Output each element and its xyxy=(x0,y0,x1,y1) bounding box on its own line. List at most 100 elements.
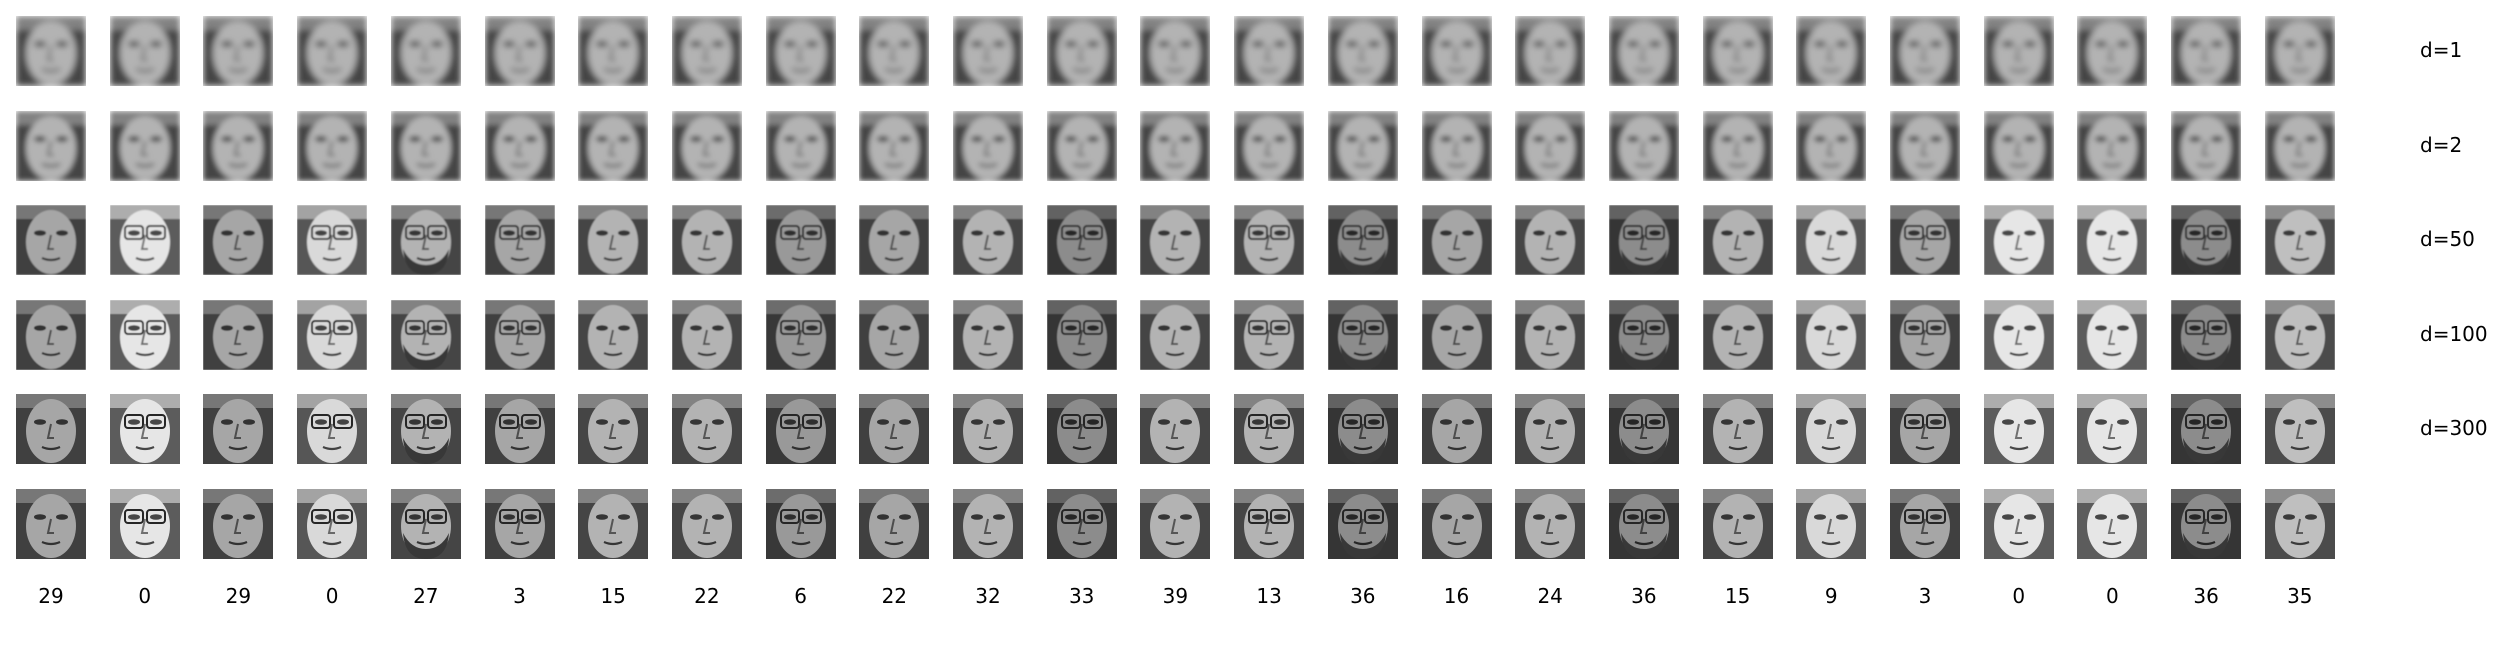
face-image xyxy=(578,16,649,86)
face-image xyxy=(953,488,1023,559)
face-image xyxy=(671,299,742,370)
face-image xyxy=(1046,16,1117,86)
face-image xyxy=(2171,205,2242,275)
face-image xyxy=(1515,205,1586,275)
face-image xyxy=(578,110,649,181)
face-image xyxy=(859,110,930,181)
row-label: d=300 xyxy=(2420,416,2488,440)
row-label: d=2 xyxy=(2420,132,2463,157)
face-image xyxy=(1421,299,1492,370)
face-image xyxy=(953,394,1023,464)
face-image xyxy=(1421,205,1492,275)
face-image xyxy=(1983,394,2054,464)
face-image xyxy=(484,205,555,275)
column-label: 15 xyxy=(1724,584,1751,608)
face-image xyxy=(1140,394,1211,464)
face-image xyxy=(390,488,461,559)
face-image xyxy=(1140,205,1211,275)
face-image xyxy=(1983,488,2054,559)
face-image xyxy=(109,394,180,464)
face-image xyxy=(2264,110,2335,181)
face-image xyxy=(2171,110,2242,181)
face-image xyxy=(1608,16,1679,86)
column-label: 15 xyxy=(600,584,626,608)
face-image xyxy=(297,299,368,370)
face-image xyxy=(2077,394,2148,464)
face-image xyxy=(765,110,836,181)
face-image xyxy=(297,488,368,559)
face-image xyxy=(484,488,555,559)
face-image xyxy=(1608,205,1679,275)
face-image xyxy=(109,110,180,181)
face-image xyxy=(1046,488,1117,559)
face-image xyxy=(484,299,555,370)
face-image xyxy=(16,205,86,275)
column-label: 13 xyxy=(1256,584,1282,608)
face-image xyxy=(671,16,742,86)
face-image xyxy=(1890,488,1960,559)
face-image xyxy=(1234,299,1305,370)
face-image xyxy=(2077,488,2148,559)
face-image xyxy=(1327,16,1398,86)
face-image xyxy=(16,488,86,559)
face-image xyxy=(1515,394,1586,464)
face-image xyxy=(859,394,930,464)
face-image xyxy=(1234,110,1305,181)
face-image xyxy=(203,488,274,559)
face-image xyxy=(2264,299,2335,370)
face-image xyxy=(2171,16,2242,86)
face-image xyxy=(1702,394,1773,464)
face-image xyxy=(1702,16,1773,86)
face-image xyxy=(1796,394,1867,464)
face-image xyxy=(109,299,180,370)
column-label: 39 xyxy=(1162,584,1189,608)
face-image xyxy=(1421,488,1492,559)
face-image xyxy=(1608,299,1679,370)
face-image xyxy=(109,205,180,275)
row-label: d=50 xyxy=(2420,227,2475,251)
face-image xyxy=(390,205,461,275)
face-image xyxy=(2077,299,2148,370)
column-label: 35 xyxy=(2287,584,2313,608)
column-label: 27 xyxy=(413,584,439,608)
face-image xyxy=(859,299,930,370)
face-image xyxy=(1890,299,1960,370)
face-image xyxy=(765,299,836,370)
face-image xyxy=(1983,205,2054,275)
face-image xyxy=(2264,394,2335,464)
face-image xyxy=(1140,110,1211,181)
face-image xyxy=(203,299,274,370)
face-image xyxy=(859,205,930,275)
face-image xyxy=(484,16,555,86)
face-image xyxy=(1327,205,1398,275)
face-image xyxy=(1046,205,1117,275)
face-image xyxy=(484,110,555,181)
face-image xyxy=(1234,205,1305,275)
column-label: 32 xyxy=(975,584,1001,608)
face-image xyxy=(1796,110,1867,181)
row-label: d=1 xyxy=(2420,38,2463,62)
face-image xyxy=(1702,110,1773,181)
face-image xyxy=(953,299,1023,370)
face-image xyxy=(203,16,274,86)
column-label: 16 xyxy=(1443,584,1470,608)
face-image xyxy=(671,205,742,275)
face-image xyxy=(765,488,836,559)
column-label: 3 xyxy=(1918,584,1932,608)
face-image xyxy=(1702,299,1773,370)
face-image xyxy=(1327,488,1398,559)
row-label: d=100 xyxy=(2420,321,2488,346)
face-image xyxy=(1983,110,2054,181)
face-image xyxy=(1140,16,1211,86)
column-label: 6 xyxy=(794,584,807,608)
face-image xyxy=(2171,488,2242,559)
face-image xyxy=(203,394,274,464)
face-image xyxy=(671,110,742,181)
face-image xyxy=(1234,16,1305,86)
face-image xyxy=(1608,394,1679,464)
face-image xyxy=(16,394,86,464)
face-image xyxy=(109,16,180,86)
face-image xyxy=(1421,16,1492,86)
face-image xyxy=(1327,110,1398,181)
